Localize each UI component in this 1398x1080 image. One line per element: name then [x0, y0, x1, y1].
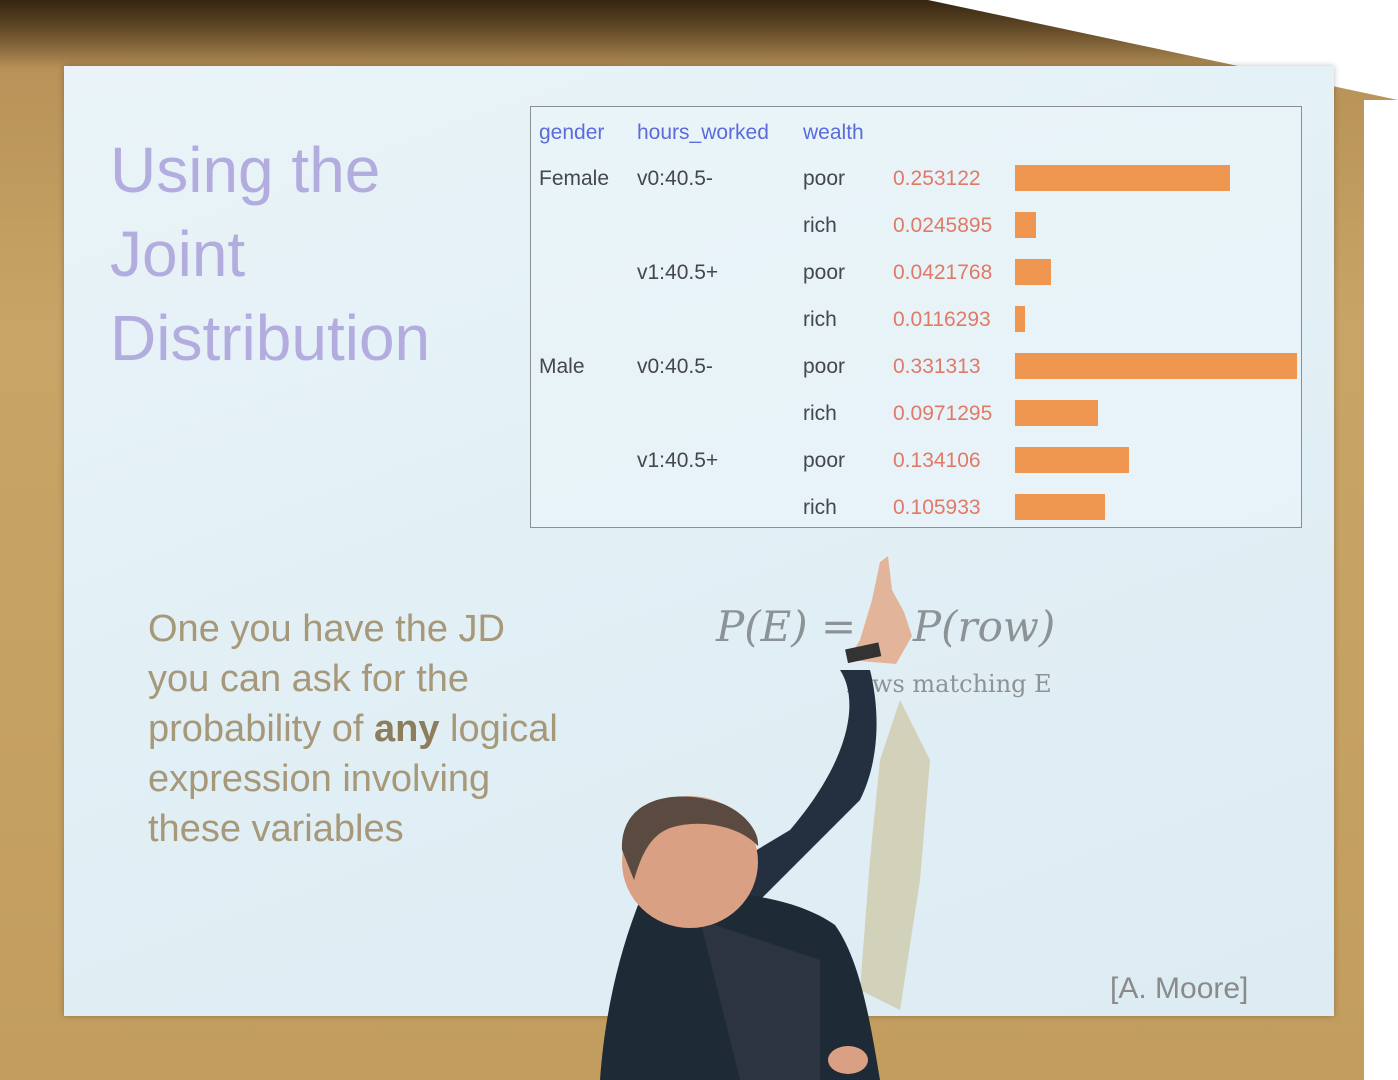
- row-gender: Female: [539, 167, 610, 190]
- row-hours: v1:40.5+: [637, 449, 719, 472]
- title-line-1: Using the: [110, 134, 381, 206]
- row-gender: Male: [539, 355, 585, 378]
- body-line-5: these variables: [148, 808, 404, 850]
- row-wealth: poor: [803, 167, 846, 190]
- header-wealth: wealth: [803, 121, 864, 144]
- body-line-1: One you have the JD: [148, 608, 505, 650]
- probability-bar: [1015, 306, 1025, 332]
- row-hours: v0:40.5-: [637, 355, 713, 378]
- row-probability: 0.0971295: [893, 402, 993, 425]
- projection-screen: Using the Joint Distribution gender hour…: [64, 66, 1334, 1016]
- row-hours: v1:40.5+: [637, 261, 719, 284]
- row-probability: 0.253122: [893, 167, 981, 190]
- header-gender: gender: [539, 121, 605, 144]
- row-wealth: poor: [803, 355, 846, 378]
- probability-bar: [1015, 259, 1051, 285]
- header-hours-worked: hours_worked: [637, 121, 769, 144]
- body-line-3-pre: probability of: [148, 708, 375, 750]
- joint-distribution-table: gender hours_worked wealth Female v0:40.5…: [530, 106, 1302, 528]
- row-wealth: rich: [803, 496, 837, 519]
- row-hours: v0:40.5-: [637, 167, 713, 190]
- title-line-2: Joint: [110, 218, 246, 290]
- row-probability: 0.0116293: [893, 308, 991, 331]
- probability-formula: P(E) = ∑ P(row) rows matching E: [716, 602, 1156, 712]
- probability-bar: [1015, 447, 1129, 473]
- row-wealth: poor: [803, 261, 846, 284]
- probability-bar: [1015, 212, 1036, 238]
- probability-bar: [1015, 165, 1230, 191]
- presenter-lower-hand: [828, 1046, 868, 1074]
- slide-title: Using the Joint Distribution: [110, 128, 510, 380]
- white-edge: [1364, 100, 1398, 1080]
- row-probability: 0.0245895: [893, 214, 993, 237]
- probability-bar: [1015, 353, 1297, 379]
- row-probability: 0.105933: [893, 496, 981, 519]
- title-line-3: Distribution: [110, 302, 431, 374]
- body-text: One you have the JD you can ask for the …: [148, 604, 668, 854]
- row-wealth: rich: [803, 214, 837, 237]
- formula-subscript: rows matching E: [846, 670, 1052, 698]
- probability-bar: [1015, 494, 1105, 520]
- body-line-3: probability of any logical: [148, 704, 668, 754]
- probability-bar: [1015, 400, 1098, 426]
- body-bold-any: any: [374, 708, 440, 750]
- formula-main: P(E) = ∑ P(row): [716, 602, 1056, 651]
- body-line-2: you can ask for the: [148, 658, 470, 700]
- body-line-4: expression involving: [148, 758, 491, 800]
- row-wealth: poor: [803, 449, 846, 472]
- slide-credit: [A. Moore]: [1110, 972, 1249, 1005]
- body-line-3-post: logical: [439, 708, 558, 750]
- row-probability: 0.134106: [893, 449, 981, 472]
- row-probability: 0.331313: [893, 355, 981, 378]
- row-wealth: rich: [803, 402, 837, 425]
- row-probability: 0.0421768: [893, 261, 993, 284]
- row-wealth: rich: [803, 308, 837, 331]
